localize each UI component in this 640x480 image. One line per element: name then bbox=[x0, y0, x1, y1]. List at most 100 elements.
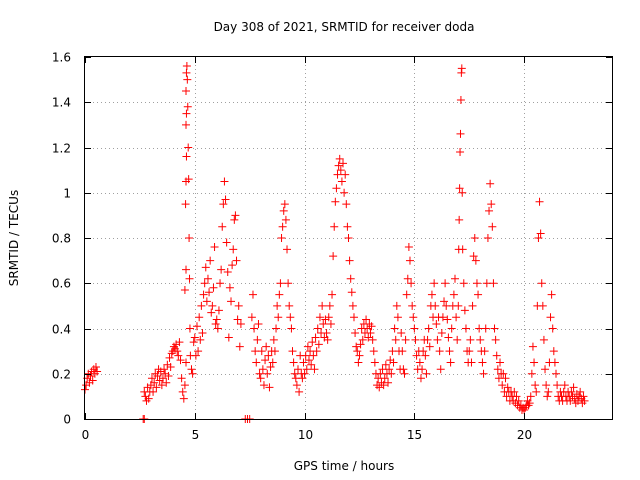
data-point bbox=[270, 347, 279, 356]
data-point bbox=[465, 347, 474, 356]
data-point bbox=[176, 356, 185, 365]
data-point bbox=[211, 319, 220, 328]
data-point bbox=[454, 301, 463, 310]
data-point bbox=[566, 396, 575, 405]
data-point bbox=[340, 188, 349, 197]
x-tick-label: 20 bbox=[517, 428, 532, 442]
data-point bbox=[160, 365, 169, 374]
data-point bbox=[173, 347, 182, 356]
data-point bbox=[183, 102, 192, 111]
data-point bbox=[343, 222, 352, 231]
data-point bbox=[199, 290, 208, 299]
data-point bbox=[459, 279, 468, 288]
data-point bbox=[152, 383, 161, 392]
data-point bbox=[514, 396, 523, 405]
data-point bbox=[526, 392, 535, 401]
data-point bbox=[304, 356, 313, 365]
data-point bbox=[324, 313, 333, 322]
data-point bbox=[474, 290, 483, 299]
data-point bbox=[224, 333, 233, 342]
data-point bbox=[358, 335, 367, 344]
data-point bbox=[185, 324, 194, 333]
x-tick-label: 15 bbox=[407, 428, 422, 442]
data-point bbox=[370, 358, 379, 367]
data-point bbox=[234, 301, 243, 310]
data-point bbox=[212, 315, 221, 324]
data-point bbox=[550, 358, 559, 367]
data-point bbox=[286, 313, 295, 322]
data-point bbox=[231, 211, 240, 220]
data-point bbox=[253, 335, 262, 344]
data-point bbox=[265, 383, 274, 392]
data-point bbox=[404, 243, 413, 252]
data-point bbox=[182, 152, 191, 161]
data-point bbox=[214, 306, 223, 315]
data-point bbox=[201, 263, 210, 272]
data-point bbox=[165, 353, 174, 362]
data-point bbox=[332, 184, 341, 193]
data-point bbox=[456, 129, 465, 138]
data-point bbox=[268, 358, 277, 367]
data-point bbox=[318, 301, 327, 310]
data-point bbox=[328, 290, 337, 299]
data-point bbox=[257, 347, 266, 356]
data-point bbox=[447, 324, 456, 333]
data-point bbox=[348, 301, 357, 310]
points-layer bbox=[81, 62, 589, 423]
data-point bbox=[269, 335, 278, 344]
data-point bbox=[312, 347, 321, 356]
data-point bbox=[424, 324, 433, 333]
data-point bbox=[478, 358, 487, 367]
data-point bbox=[330, 222, 339, 231]
data-point bbox=[213, 324, 222, 333]
data-point bbox=[162, 378, 171, 387]
data-point bbox=[337, 177, 346, 186]
data-point bbox=[221, 195, 230, 204]
data-point bbox=[369, 347, 378, 356]
data-point bbox=[203, 274, 212, 283]
data-point bbox=[144, 394, 153, 403]
data-point bbox=[174, 351, 183, 360]
data-point bbox=[164, 372, 173, 381]
data-point bbox=[393, 313, 402, 322]
data-point bbox=[158, 374, 167, 383]
data-point bbox=[232, 256, 241, 265]
data-point bbox=[262, 342, 271, 351]
data-point bbox=[458, 188, 467, 197]
data-point bbox=[142, 396, 151, 405]
data-point bbox=[331, 197, 340, 206]
data-point bbox=[539, 335, 548, 344]
data-point bbox=[408, 301, 417, 310]
data-point bbox=[446, 358, 455, 367]
data-point bbox=[346, 274, 355, 283]
data-point bbox=[425, 342, 434, 351]
data-point bbox=[248, 290, 257, 299]
data-point bbox=[86, 372, 95, 381]
data-point bbox=[183, 75, 192, 84]
data-point bbox=[333, 170, 342, 179]
data-point bbox=[272, 324, 281, 333]
data-point bbox=[255, 369, 264, 378]
grid-layer bbox=[85, 57, 612, 419]
data-point bbox=[185, 234, 194, 242]
data-point bbox=[476, 335, 485, 344]
data-point bbox=[352, 342, 361, 351]
data-point bbox=[544, 387, 553, 396]
data-point bbox=[401, 335, 410, 344]
data-point bbox=[455, 215, 464, 224]
data-point bbox=[277, 234, 286, 242]
data-point bbox=[266, 362, 275, 371]
data-point bbox=[435, 347, 444, 356]
data-point bbox=[385, 365, 394, 374]
data-point bbox=[456, 95, 465, 104]
data-point bbox=[405, 256, 414, 265]
data-point bbox=[510, 387, 519, 396]
data-point bbox=[180, 286, 189, 295]
data-point bbox=[527, 369, 536, 378]
data-point bbox=[153, 372, 162, 381]
data-point bbox=[493, 365, 502, 374]
data-point bbox=[422, 369, 431, 378]
data-point bbox=[258, 365, 267, 374]
data-point bbox=[313, 324, 322, 333]
data-point bbox=[402, 290, 411, 299]
